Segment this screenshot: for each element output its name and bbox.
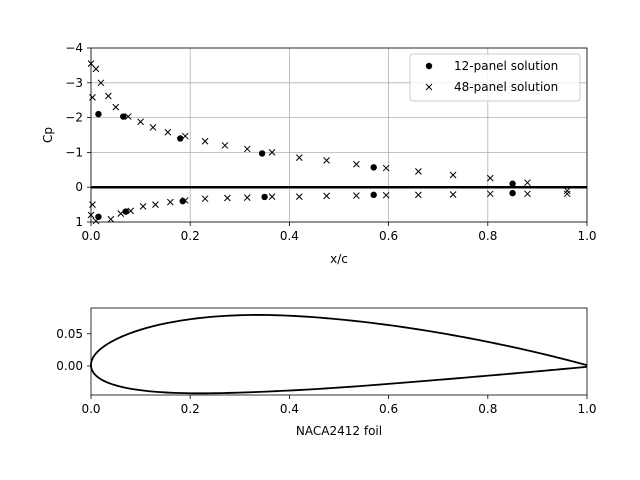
data-point-12-panel: [120, 113, 127, 120]
data-point-48-panel: [221, 142, 229, 149]
cp-y-tick-label: −3: [65, 76, 83, 90]
airfoil-y-ticks: 0.00 0.05: [56, 327, 91, 373]
data-point-48-panel: [127, 207, 135, 215]
cp-y-tick-label: −2: [65, 111, 83, 125]
airfoil-plot: 0.0 0.2 0.4 0.6 0.8 1.0 0.00 0.05 NACA2412 foi…: [56, 307, 597, 438]
data-point-48-panel: [137, 118, 144, 126]
legend: 12-panel solution 48-panel solution: [409, 53, 581, 102]
data-point-48-panel: [105, 92, 112, 100]
data-point-12-panel: [122, 208, 129, 215]
airfoil-x-tick-label: 0.6: [379, 402, 398, 416]
data-point-48-panel: [415, 168, 422, 175]
data-point-12-panel: [95, 110, 102, 118]
cp-plot-frame: [90, 47, 588, 223]
cp-y-tick-label: −4: [65, 41, 83, 55]
data-point-48-panel: [268, 149, 276, 156]
data-point-48-panel: [139, 202, 147, 210]
legend-box: [409, 53, 581, 102]
data-point-12-panel: [370, 191, 377, 199]
cp-y-tick-label: 0: [75, 180, 83, 194]
cp-x-tick-label: 0.8: [478, 229, 497, 243]
data-point-48-panel: [382, 164, 390, 172]
data-point-48-panel: [486, 174, 494, 182]
data-point-48-panel: [449, 171, 457, 179]
data-point-48-panel: [92, 217, 100, 225]
airfoil-x-ticks: 0.0 0.2 0.4 0.6 0.8 1.0: [81, 395, 597, 416]
data-point-48-panel: [181, 197, 189, 204]
data-point-48-panel: [149, 123, 157, 131]
data-point-12-panel: [95, 213, 102, 220]
data-point-48-panel: [353, 160, 360, 168]
data-point-48-panel: [92, 65, 100, 73]
data-point-12-panel: [509, 180, 516, 187]
airfoil-x-tick-label: 0.0: [81, 402, 100, 416]
data-point-48-panel: [152, 201, 159, 208]
airfoil-x-tick-label: 0.8: [478, 402, 497, 416]
data-point-12-panel: [261, 193, 268, 201]
series-48-panel: [87, 60, 571, 225]
data-point-48-panel: [164, 128, 172, 136]
data-point-48-panel: [449, 191, 457, 198]
data-point-48-panel: [415, 191, 422, 199]
legend-label-48-panel: 48-panel solution: [454, 80, 558, 94]
data-point-48-panel: [117, 210, 125, 218]
cp-x-tick-label: 0.0: [81, 229, 100, 243]
data-point-48-panel: [323, 192, 330, 200]
data-point-48-panel: [524, 179, 531, 187]
cp-plot: 0.0 0.2 0.4 0.6 0.8 1.0 −4 −3 −2 −1 0 1 x/c Cp 12-…: [41, 41, 597, 266]
cp-x-tick-label: 0.6: [379, 229, 398, 243]
data-point-48-panel: [563, 187, 571, 195]
data-point-48-panel: [124, 113, 132, 120]
cp-y-tick-label: 1: [75, 215, 83, 229]
airfoil-plot-frame: [90, 307, 588, 396]
data-point-48-panel: [181, 132, 189, 140]
cp-y-ticks: −4 −3 −2 −1 0 1: [65, 41, 91, 229]
data-point-48-panel: [224, 194, 231, 202]
data-point-48-panel: [268, 193, 276, 200]
airfoil-y-tick-label: 0.05: [56, 327, 83, 341]
data-point-48-panel: [201, 195, 209, 203]
data-point-12-panel: [509, 189, 516, 197]
data-point-48-panel: [382, 191, 390, 199]
data-point-48-panel: [89, 94, 96, 101]
data-point-48-panel: [243, 194, 251, 201]
legend-marker-circle: [425, 62, 433, 70]
data-point-48-panel: [97, 79, 105, 87]
data-point-48-panel: [295, 193, 303, 200]
legend-marker-x: [425, 83, 433, 91]
data-point-48-panel: [486, 190, 494, 198]
cp-x-tick-label: 1.0: [577, 229, 596, 243]
cp-x-ticks: 0.0 0.2 0.4 0.6 0.8 1.0: [81, 222, 597, 243]
airfoil-x-tick-label: 0.2: [181, 402, 200, 416]
data-point-48-panel: [89, 201, 96, 208]
cp-x-tick-label: 0.2: [181, 229, 200, 243]
data-point-48-panel: [323, 157, 330, 164]
airfoil-y-tick-label: 0.00: [56, 359, 83, 373]
airfoil-x-tick-label: 0.4: [280, 402, 299, 416]
data-point-48-panel: [107, 215, 115, 223]
data-point-48-panel: [295, 154, 303, 161]
cp-x-axis-label: x/c: [330, 252, 348, 266]
airfoil-x-axis-label: NACA2412 foil: [296, 424, 382, 438]
data-point-12-panel: [258, 150, 266, 157]
airfoil-plot-background: [91, 308, 587, 395]
data-point-48-panel: [167, 198, 174, 206]
data-point-12-panel: [177, 135, 184, 142]
data-point-48-panel: [353, 192, 360, 199]
data-point-48-panel: [563, 190, 571, 198]
data-point-48-panel: [201, 137, 209, 145]
cp-y-axis-label: Cp: [41, 127, 55, 143]
data-point-48-panel: [524, 190, 531, 198]
cp-y-tick-label: −1: [65, 145, 83, 159]
data-point-48-panel: [243, 145, 251, 153]
cp-x-tick-label: 0.4: [280, 229, 299, 243]
legend-label-12-panel: 12-panel solution: [454, 59, 558, 73]
airfoil-x-tick-label: 1.0: [577, 402, 596, 416]
data-point-12-panel: [370, 164, 377, 171]
data-point-48-panel: [112, 103, 120, 111]
